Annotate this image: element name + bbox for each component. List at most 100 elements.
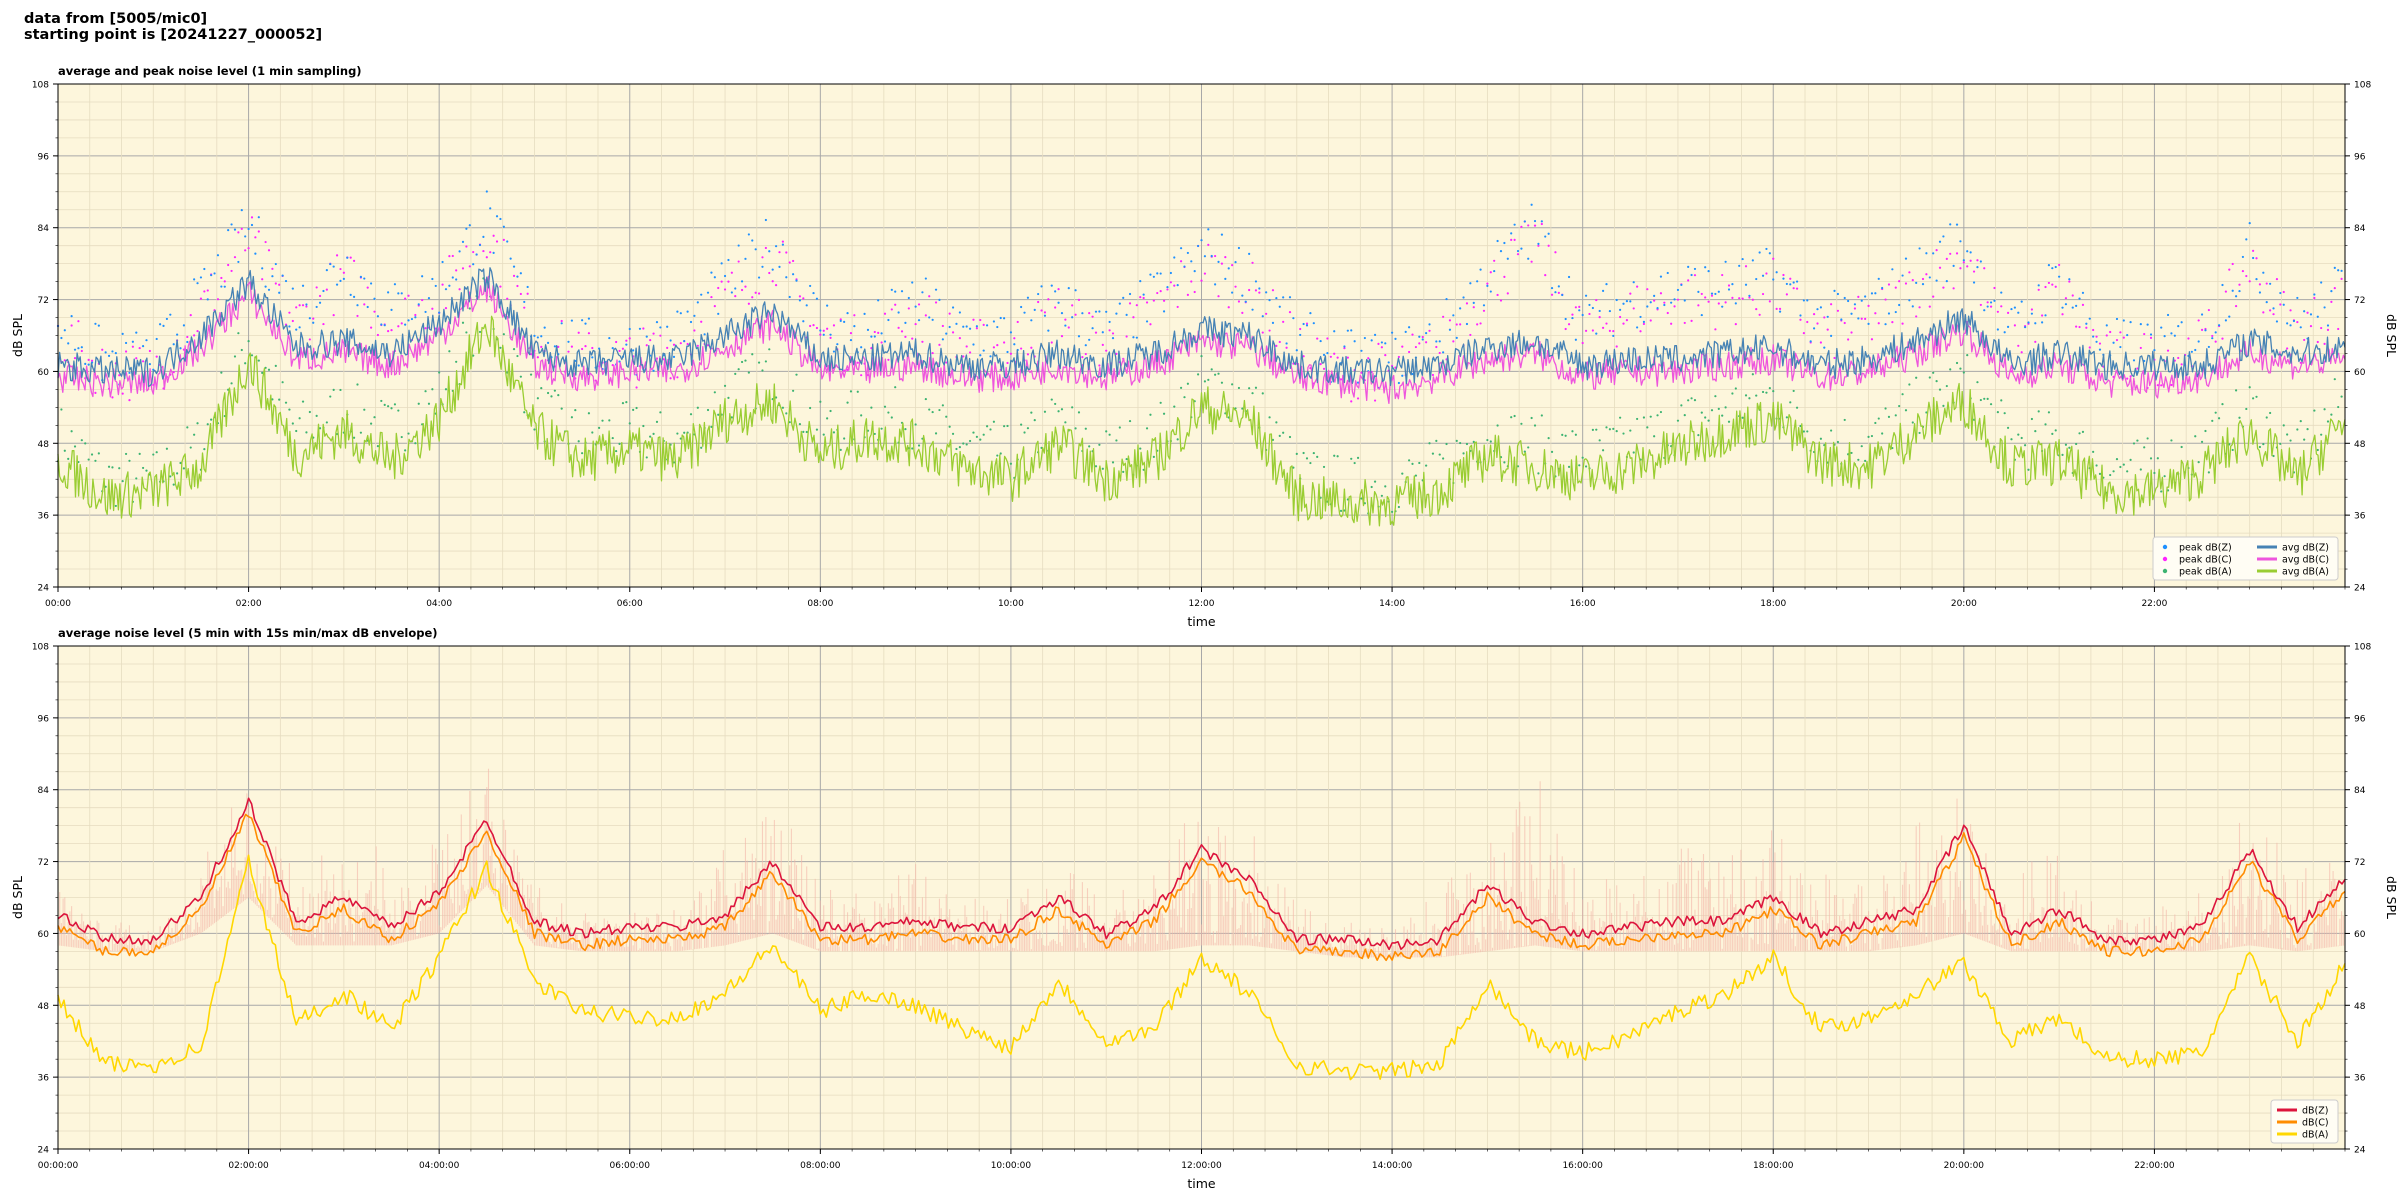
peak-point <box>1448 328 1452 331</box>
peak-point <box>1544 274 1547 277</box>
peak-point <box>1115 352 1118 356</box>
peak-point <box>985 425 989 428</box>
peak-point <box>982 433 985 436</box>
peak-point <box>1595 332 1598 335</box>
peak-point <box>135 357 138 360</box>
peak-point <box>2017 344 2020 347</box>
peak-point <box>676 310 679 313</box>
peak-point <box>1595 428 1598 431</box>
peak-point <box>196 422 199 425</box>
peak-point <box>826 304 829 307</box>
peak-point <box>900 330 904 333</box>
peak-point <box>2320 281 2323 284</box>
peak-point <box>2051 267 2054 270</box>
peak-point <box>1084 352 1087 356</box>
peak-point <box>1108 320 1111 324</box>
peak-point <box>298 326 301 329</box>
peak-point <box>819 333 822 336</box>
peak-point <box>1857 317 1860 320</box>
peak-point <box>989 355 992 358</box>
peak-point <box>958 311 961 314</box>
peak-point <box>635 406 638 410</box>
peak-point <box>250 354 254 357</box>
peak-point <box>1128 302 1132 305</box>
peak-point <box>890 416 893 419</box>
peak-point <box>2207 471 2210 474</box>
peak-point <box>1006 424 1009 428</box>
peak-point <box>1789 283 1792 286</box>
peak-point <box>1955 252 1959 255</box>
peak-point <box>560 407 563 410</box>
peak-point <box>247 247 250 250</box>
peak-point <box>1125 313 1128 316</box>
peak-point <box>992 346 996 349</box>
peak-point <box>829 333 832 336</box>
legend-marker <box>2162 544 2168 550</box>
peak-point <box>2058 263 2061 267</box>
peak-point <box>1503 461 1506 464</box>
peak-point <box>1285 342 1288 345</box>
peak-point <box>883 405 887 408</box>
peak-point <box>329 262 332 266</box>
peak-point <box>1397 355 1400 359</box>
peak-point <box>1870 292 1874 295</box>
x-tick-label: 00:00:00 <box>38 1161 79 1171</box>
peak-point <box>1578 309 1581 312</box>
peak-point <box>400 292 403 295</box>
peak-point <box>1407 350 1411 354</box>
peak-point <box>495 215 499 218</box>
peak-point <box>1387 361 1390 364</box>
peak-point <box>1105 349 1108 352</box>
peak-point <box>1904 257 1908 260</box>
peak-point <box>2177 325 2180 328</box>
peak-point <box>1540 222 1543 226</box>
peak-point <box>1717 302 1720 305</box>
peak-point <box>540 335 543 338</box>
peak-point <box>1026 296 1030 299</box>
peak-point <box>805 304 808 307</box>
peak-point <box>768 250 771 253</box>
x-tick-label: 10:00 <box>998 599 1024 609</box>
peak-point <box>2248 222 2251 225</box>
peak-point <box>1370 485 1373 489</box>
peak-point <box>877 331 880 334</box>
peak-point <box>1438 453 1441 456</box>
peak-point <box>1071 316 1074 319</box>
peak-point <box>233 355 237 358</box>
peak-point <box>1179 260 1183 263</box>
peak-point <box>1152 455 1155 458</box>
peak-point <box>873 330 876 334</box>
peak-point <box>788 421 791 424</box>
peak-point <box>1629 292 1632 295</box>
peak-point <box>703 333 706 336</box>
peak-point <box>788 261 791 264</box>
peak-point <box>318 294 322 298</box>
peak-point <box>529 373 533 376</box>
peak-point <box>438 371 441 374</box>
legend-label: dB(C) <box>2302 1118 2329 1129</box>
peak-point <box>1574 338 1577 341</box>
peak-point <box>635 386 638 389</box>
peak-point <box>1629 300 1632 303</box>
peak-point <box>67 342 70 345</box>
peak-point <box>1830 303 1833 306</box>
peak-point <box>1196 244 1200 248</box>
peak-point <box>1312 322 1315 325</box>
peak-point <box>1816 308 1819 311</box>
peak-point <box>928 295 931 298</box>
peak-point <box>1486 284 1489 287</box>
peak-point <box>683 431 686 434</box>
peak-point <box>1605 426 1608 429</box>
peak-point <box>887 318 890 322</box>
peak-point <box>1601 326 1605 329</box>
peak-point <box>1275 296 1278 300</box>
peak-point <box>2194 348 2197 352</box>
peak-point <box>553 345 556 348</box>
peak-point <box>1823 316 1826 319</box>
peak-point <box>1156 272 1159 275</box>
peak-point <box>669 339 672 342</box>
peak-point <box>979 354 982 357</box>
peak-point <box>1217 295 1220 298</box>
peak-point <box>213 272 216 275</box>
peak-point <box>1115 439 1118 442</box>
